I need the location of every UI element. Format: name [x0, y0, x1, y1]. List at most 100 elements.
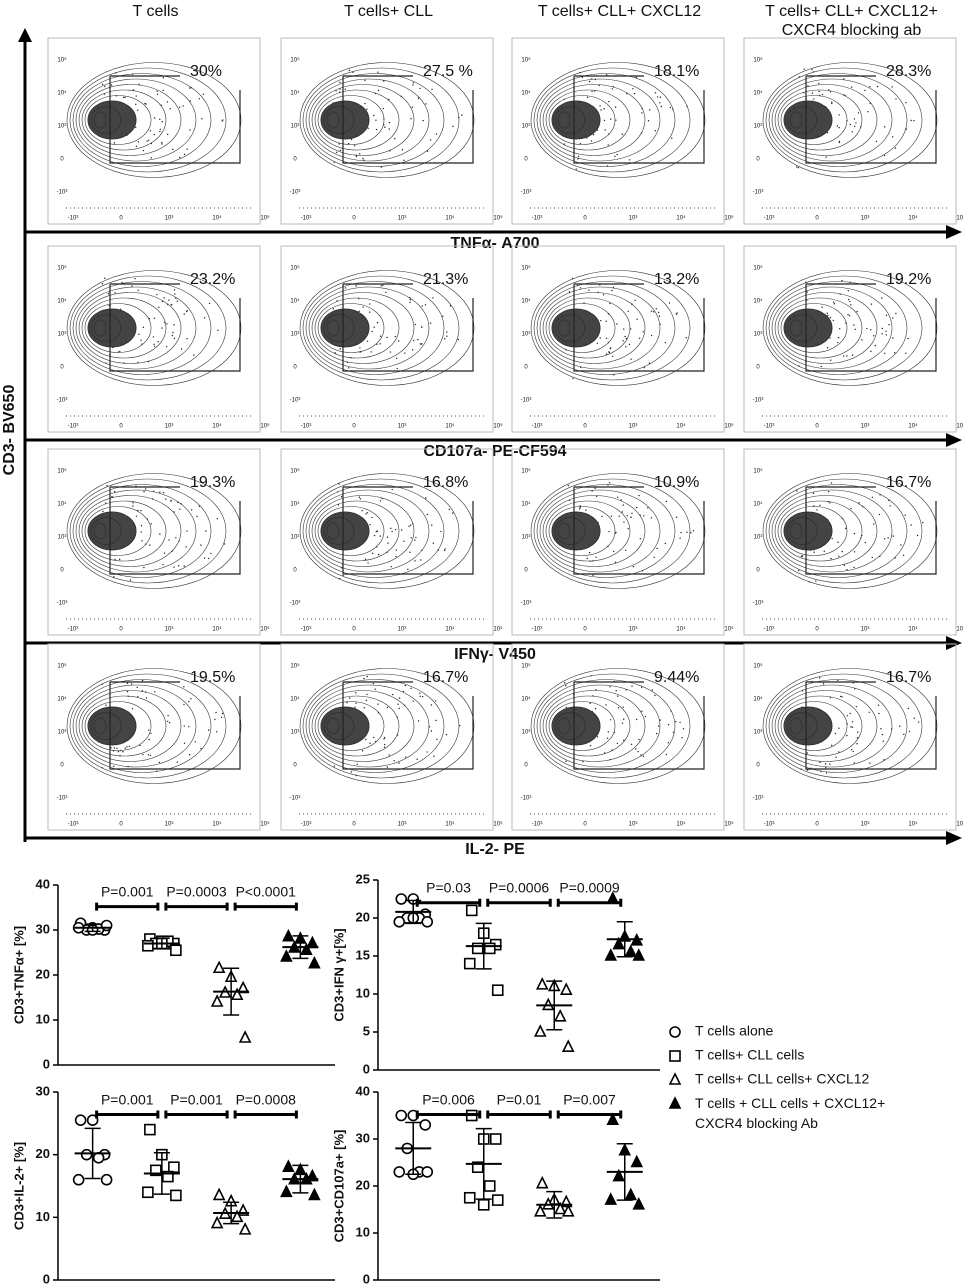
- event-dot: [372, 682, 375, 685]
- x-tick-label: 10³: [861, 822, 870, 828]
- event-dot: [129, 579, 132, 581]
- y-tick-label: 0: [293, 568, 297, 574]
- data-point: [463, 1191, 476, 1204]
- contour: [789, 319, 803, 337]
- event-dot: [162, 89, 164, 92]
- event-dot: [638, 494, 640, 497]
- y-tick-label: 40: [356, 1083, 370, 1098]
- event-dot: [850, 507, 852, 510]
- event-dot: [417, 338, 419, 341]
- x-tick-label: -10³: [764, 424, 775, 430]
- y-tick-label: 10⁴: [290, 298, 300, 305]
- event-dot: [826, 347, 829, 349]
- event-dot: [168, 539, 170, 541]
- data-point: [533, 1024, 547, 1037]
- event-dot: [183, 703, 185, 706]
- contour: [533, 275, 691, 381]
- event-dot: [825, 772, 828, 774]
- contour: [314, 500, 400, 562]
- event-dot: [163, 297, 165, 299]
- data-point: [212, 1187, 226, 1201]
- event-dot: [369, 742, 371, 744]
- event-dot: [637, 750, 639, 753]
- event-dot: [605, 320, 607, 323]
- event-dot: [338, 483, 340, 485]
- event-dot: [215, 711, 217, 714]
- event-dot: [891, 136, 894, 138]
- event-dot: [421, 305, 423, 307]
- gate: [109, 486, 241, 575]
- event-dot: [675, 720, 677, 723]
- contour: [81, 695, 167, 757]
- event-dot: [590, 140, 593, 142]
- p-value: P=0.0009: [559, 880, 620, 896]
- gate-percentage: 16.7%: [886, 474, 931, 491]
- event-dot: [379, 500, 382, 502]
- event-dot: [846, 715, 848, 717]
- event-dot: [461, 114, 463, 116]
- x-tick-label: 0: [352, 627, 356, 633]
- contour: [780, 506, 848, 556]
- event-dot: [391, 530, 393, 533]
- legend-marker: [668, 1072, 682, 1085]
- event-dot: [159, 130, 161, 133]
- event-dot: [869, 86, 871, 88]
- event-dot: [386, 536, 389, 538]
- gate-percentage: 13.2%: [654, 271, 699, 288]
- x-tick-label: 10⁵: [493, 215, 503, 222]
- y-tick-label: 10³: [754, 124, 763, 130]
- event-dot: [186, 530, 188, 532]
- contour: [774, 690, 878, 762]
- event-dot: [599, 337, 601, 339]
- x-tick-label: 0: [815, 627, 819, 633]
- event-dot: [404, 756, 407, 758]
- event-dot: [589, 744, 592, 747]
- event-dot: [369, 303, 371, 305]
- event-dot: [851, 721, 854, 723]
- contour: [539, 286, 661, 370]
- event-dot: [432, 542, 435, 544]
- event-dot: [592, 574, 594, 576]
- data-point: [170, 1189, 182, 1202]
- event-dot: [913, 119, 915, 122]
- event-dot: [586, 96, 589, 98]
- y-tick-label: 10⁴: [57, 90, 67, 97]
- event-dot: [403, 540, 405, 543]
- significance-bracket: [95, 1110, 160, 1119]
- contour: [762, 62, 938, 178]
- event-dot: [659, 102, 661, 104]
- event-dot: [846, 569, 848, 571]
- event-dot: [358, 496, 361, 498]
- event-dot: [189, 129, 191, 131]
- event-dot: [631, 512, 633, 515]
- event-dot: [895, 312, 897, 315]
- event-dot: [396, 367, 398, 370]
- data-point: [168, 1161, 180, 1173]
- contour: [771, 489, 893, 573]
- event-dot: [623, 718, 625, 720]
- event-dot: [806, 291, 808, 293]
- event-dot: [830, 359, 832, 361]
- event-dot: [910, 524, 912, 526]
- event-dot: [853, 324, 855, 326]
- event-dot: [629, 328, 632, 330]
- contour: [542, 495, 646, 567]
- flow-panel: 10⁵ 10⁴ 10³ 0 -10³ -10³ 0 10³ 10⁴ 10⁵ 19.2%: [743, 245, 963, 433]
- event-dot: [829, 502, 831, 504]
- event-dot: [388, 121, 391, 124]
- data-point: [230, 1209, 244, 1223]
- event-dot: [665, 500, 668, 503]
- event-dot: [614, 106, 617, 108]
- y-tick-label: 0: [60, 157, 64, 163]
- event-dot: [681, 737, 683, 739]
- x-tick-label: 10⁴: [676, 215, 686, 222]
- x-tick-label: 0: [583, 822, 587, 828]
- data-point: [212, 960, 226, 974]
- event-dot: [370, 351, 372, 353]
- event-dot: [162, 491, 165, 494]
- event-dot: [811, 69, 813, 71]
- event-dot: [829, 317, 832, 319]
- x-tick-label: 0: [583, 216, 587, 222]
- flow-panel: 10⁵ 10⁴ 10³ 0 -10³ -10³ 0 10³ 10⁴ 10⁵ 27.5 %: [280, 37, 503, 225]
- y-tick-label: -10³: [521, 190, 532, 196]
